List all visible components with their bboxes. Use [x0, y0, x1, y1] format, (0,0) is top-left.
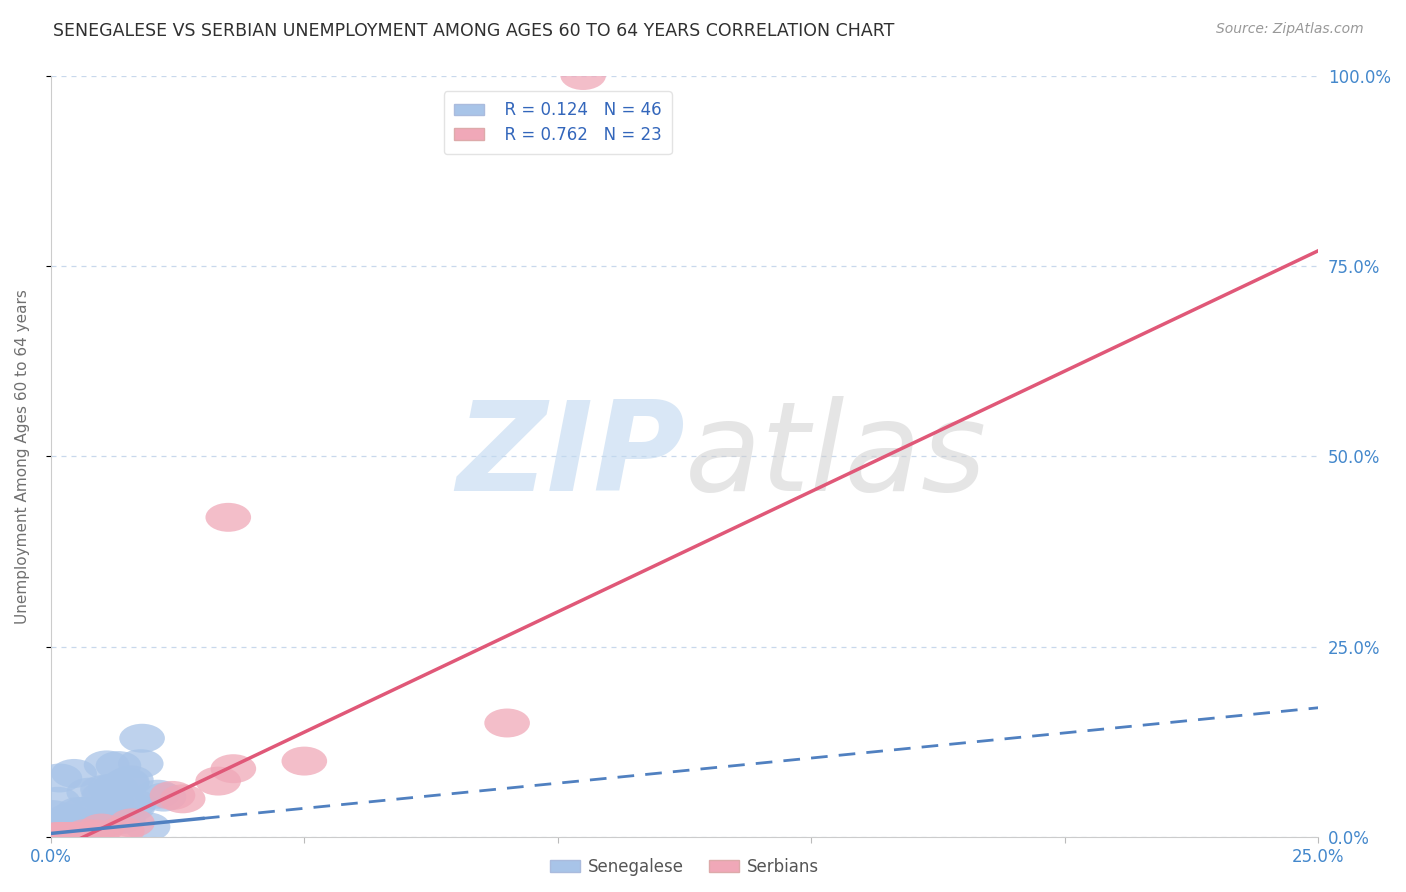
Ellipse shape [34, 822, 80, 851]
Ellipse shape [108, 765, 153, 795]
Ellipse shape [46, 816, 93, 845]
Text: atlas: atlas [685, 396, 987, 516]
Ellipse shape [48, 813, 93, 841]
Ellipse shape [89, 801, 135, 830]
Ellipse shape [211, 755, 256, 783]
Ellipse shape [160, 784, 205, 814]
Ellipse shape [69, 799, 115, 828]
Ellipse shape [104, 767, 149, 797]
Ellipse shape [42, 819, 89, 848]
Ellipse shape [561, 61, 606, 90]
Ellipse shape [44, 810, 90, 839]
Ellipse shape [98, 816, 145, 846]
Ellipse shape [37, 813, 82, 841]
Text: Source: ZipAtlas.com: Source: ZipAtlas.com [1216, 22, 1364, 37]
Text: ZIP: ZIP [456, 396, 685, 516]
Ellipse shape [110, 808, 155, 838]
Ellipse shape [48, 811, 94, 839]
Ellipse shape [45, 804, 91, 832]
Y-axis label: Unemployment Among Ages 60 to 64 years: Unemployment Among Ages 60 to 64 years [15, 289, 30, 624]
Ellipse shape [30, 800, 76, 829]
Ellipse shape [118, 749, 163, 778]
Ellipse shape [44, 822, 89, 851]
Ellipse shape [149, 780, 195, 810]
Ellipse shape [38, 822, 84, 851]
Ellipse shape [104, 769, 149, 797]
Ellipse shape [89, 788, 135, 817]
Ellipse shape [34, 822, 79, 851]
Ellipse shape [53, 822, 98, 851]
Ellipse shape [281, 747, 328, 775]
Ellipse shape [56, 797, 101, 826]
Ellipse shape [135, 780, 180, 809]
Text: SENEGALESE VS SERBIAN UNEMPLOYMENT AMONG AGES 60 TO 64 YEARS CORRELATION CHART: SENEGALESE VS SERBIAN UNEMPLOYMENT AMONG… [53, 22, 894, 40]
Ellipse shape [63, 819, 110, 848]
Ellipse shape [101, 790, 146, 820]
Ellipse shape [60, 797, 107, 826]
Ellipse shape [125, 813, 170, 841]
Ellipse shape [44, 822, 89, 851]
Ellipse shape [66, 778, 112, 806]
Ellipse shape [63, 811, 108, 840]
Ellipse shape [86, 807, 132, 836]
Ellipse shape [80, 775, 127, 804]
Ellipse shape [110, 793, 155, 822]
Ellipse shape [59, 822, 104, 851]
Ellipse shape [73, 820, 120, 848]
Ellipse shape [195, 766, 240, 796]
Ellipse shape [30, 809, 76, 838]
Ellipse shape [96, 805, 142, 835]
Ellipse shape [32, 820, 77, 849]
Ellipse shape [96, 751, 141, 780]
Ellipse shape [48, 822, 94, 851]
Ellipse shape [100, 805, 146, 833]
Ellipse shape [93, 773, 138, 802]
Ellipse shape [30, 813, 76, 841]
Ellipse shape [484, 708, 530, 738]
Ellipse shape [205, 503, 252, 532]
Ellipse shape [82, 781, 127, 810]
Ellipse shape [89, 773, 134, 803]
Ellipse shape [79, 814, 124, 843]
Ellipse shape [69, 822, 114, 851]
Ellipse shape [84, 750, 129, 780]
Ellipse shape [45, 822, 91, 851]
Ellipse shape [51, 759, 97, 788]
Ellipse shape [30, 818, 75, 847]
Ellipse shape [56, 821, 103, 850]
Ellipse shape [111, 789, 156, 818]
Ellipse shape [37, 764, 83, 792]
Ellipse shape [120, 723, 165, 753]
Ellipse shape [35, 787, 80, 816]
Ellipse shape [44, 816, 89, 845]
Ellipse shape [141, 782, 187, 812]
Ellipse shape [53, 822, 98, 851]
Legend: Senegalese, Serbians: Senegalese, Serbians [543, 851, 827, 882]
Ellipse shape [87, 794, 134, 822]
Ellipse shape [41, 809, 86, 838]
Ellipse shape [38, 822, 84, 851]
